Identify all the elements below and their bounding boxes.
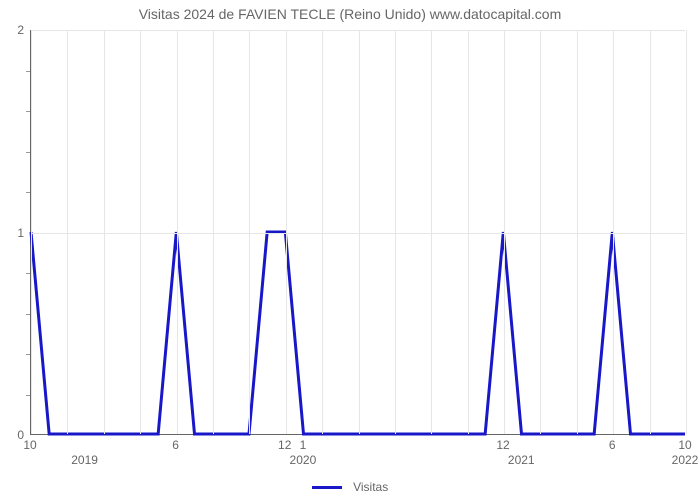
x-tick-label: 10 bbox=[23, 438, 36, 452]
y-tick-label: 0 bbox=[4, 428, 24, 442]
x-year-label: 2019 bbox=[71, 453, 98, 467]
x-tick-label: 6 bbox=[609, 438, 616, 452]
y-minor-tick bbox=[26, 273, 30, 274]
x-tick-label: 1 bbox=[300, 438, 307, 452]
y-minor-tick bbox=[26, 152, 30, 153]
x-year-label: 2022 bbox=[672, 453, 699, 467]
y-minor-tick bbox=[26, 354, 30, 355]
y-tick-label: 1 bbox=[4, 226, 24, 240]
x-tick-label: 10 bbox=[678, 438, 691, 452]
chart-container: Visitas 2024 de FAVIEN TECLE (Reino Unid… bbox=[0, 0, 700, 500]
y-minor-tick bbox=[26, 71, 30, 72]
x-year-label: 2021 bbox=[508, 453, 535, 467]
y-tick-label: 2 bbox=[4, 23, 24, 37]
plot-area bbox=[30, 30, 685, 435]
chart-title: Visitas 2024 de FAVIEN TECLE (Reino Unid… bbox=[0, 6, 700, 22]
x-tick-label: 6 bbox=[172, 438, 179, 452]
y-minor-tick bbox=[26, 111, 30, 112]
y-minor-tick bbox=[26, 314, 30, 315]
gridline-h bbox=[31, 30, 685, 31]
x-tick-label: 12 bbox=[278, 438, 291, 452]
legend: Visitas bbox=[0, 480, 700, 494]
y-minor-tick bbox=[26, 192, 30, 193]
gridline-v bbox=[686, 30, 687, 434]
y-minor-tick bbox=[26, 395, 30, 396]
gridline-h bbox=[31, 233, 685, 234]
x-tick-label: 12 bbox=[496, 438, 509, 452]
x-year-label: 2020 bbox=[290, 453, 317, 467]
legend-swatch bbox=[312, 486, 342, 489]
legend-label: Visitas bbox=[353, 480, 388, 494]
